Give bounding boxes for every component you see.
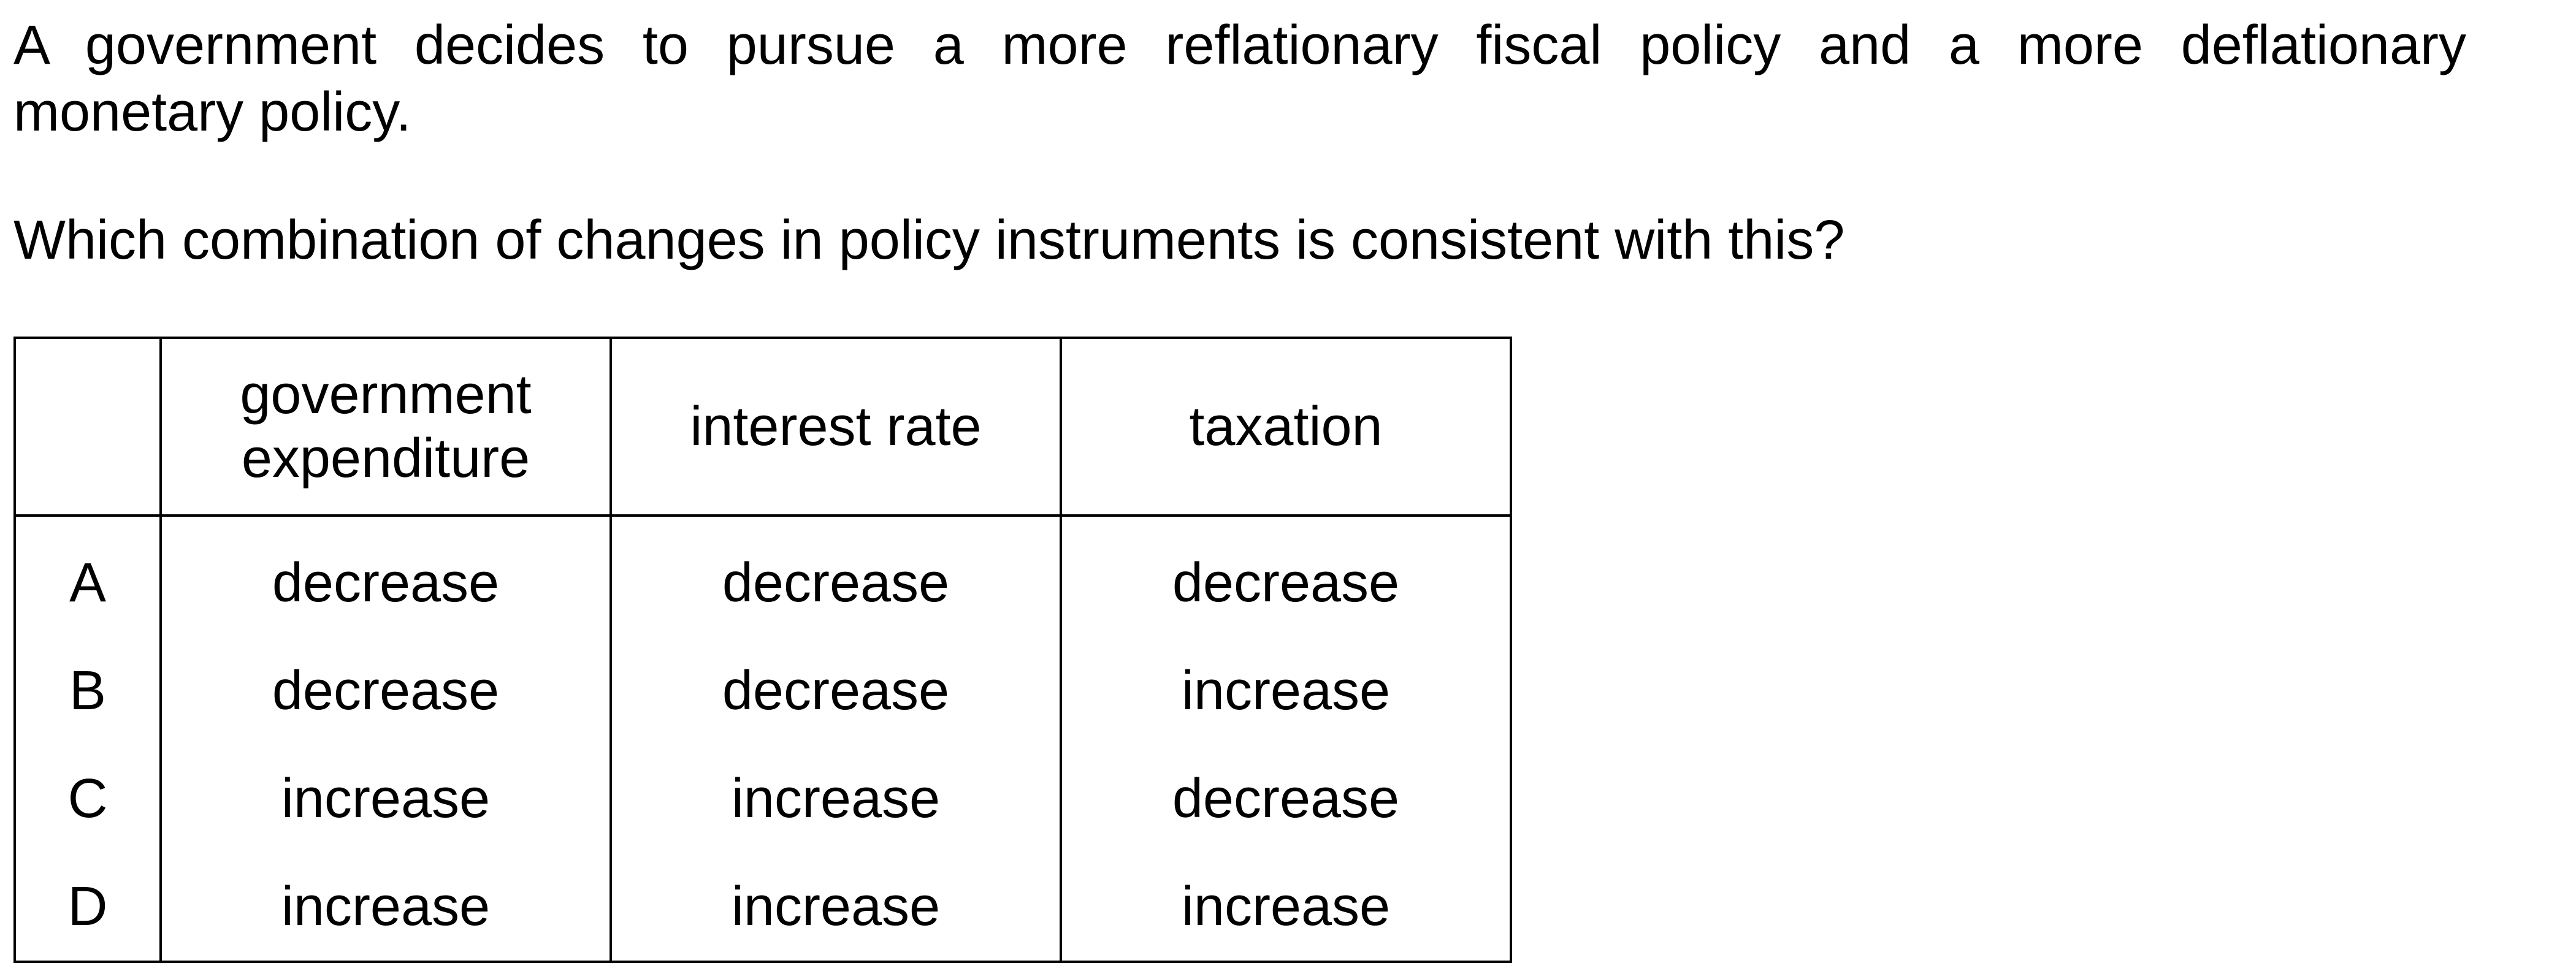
option-letter: A: [13, 516, 162, 637]
cell-taxation: increase: [1060, 637, 1512, 745]
table-row-option-c[interactable]: C increase increase decrease: [13, 745, 1512, 853]
answer-options-table: government expenditure interest rate tax…: [13, 337, 1512, 963]
cell-interest-rate: increase: [610, 745, 1062, 853]
header-government-expenditure: government expenditure: [159, 337, 612, 517]
option-letter: B: [13, 637, 162, 745]
cell-taxation: increase: [1060, 853, 1512, 963]
question-text: A government decides to pursue a more re…: [13, 12, 2466, 274]
table-row-option-a[interactable]: A decrease decrease decrease: [13, 516, 1512, 637]
question-stem-line-2: monetary policy.: [13, 82, 411, 143]
question-prompt: Which combination of changes in policy i…: [13, 210, 1845, 271]
cell-government-expenditure: decrease: [159, 516, 612, 637]
option-letter: D: [13, 853, 162, 963]
option-letter: C: [13, 745, 162, 853]
header-taxation: taxation: [1060, 337, 1512, 517]
cell-interest-rate: decrease: [610, 516, 1062, 637]
cell-government-expenditure: increase: [159, 853, 612, 963]
header-blank-cell: [13, 337, 162, 517]
header-interest-rate: interest rate: [610, 337, 1062, 517]
cell-interest-rate: decrease: [610, 637, 1062, 745]
cell-government-expenditure: decrease: [159, 637, 612, 745]
cell-taxation: decrease: [1060, 516, 1512, 637]
table-header-row: government expenditure interest rate tax…: [13, 337, 1512, 517]
table-row-option-d[interactable]: D increase increase increase: [13, 853, 1512, 963]
cell-interest-rate: increase: [610, 853, 1062, 963]
table-row-option-b[interactable]: B decrease decrease increase: [13, 637, 1512, 745]
question-stem-line-1: A government decides to pursue a more re…: [13, 15, 2466, 76]
cell-government-expenditure: increase: [159, 745, 612, 853]
cell-taxation: decrease: [1060, 745, 1512, 853]
